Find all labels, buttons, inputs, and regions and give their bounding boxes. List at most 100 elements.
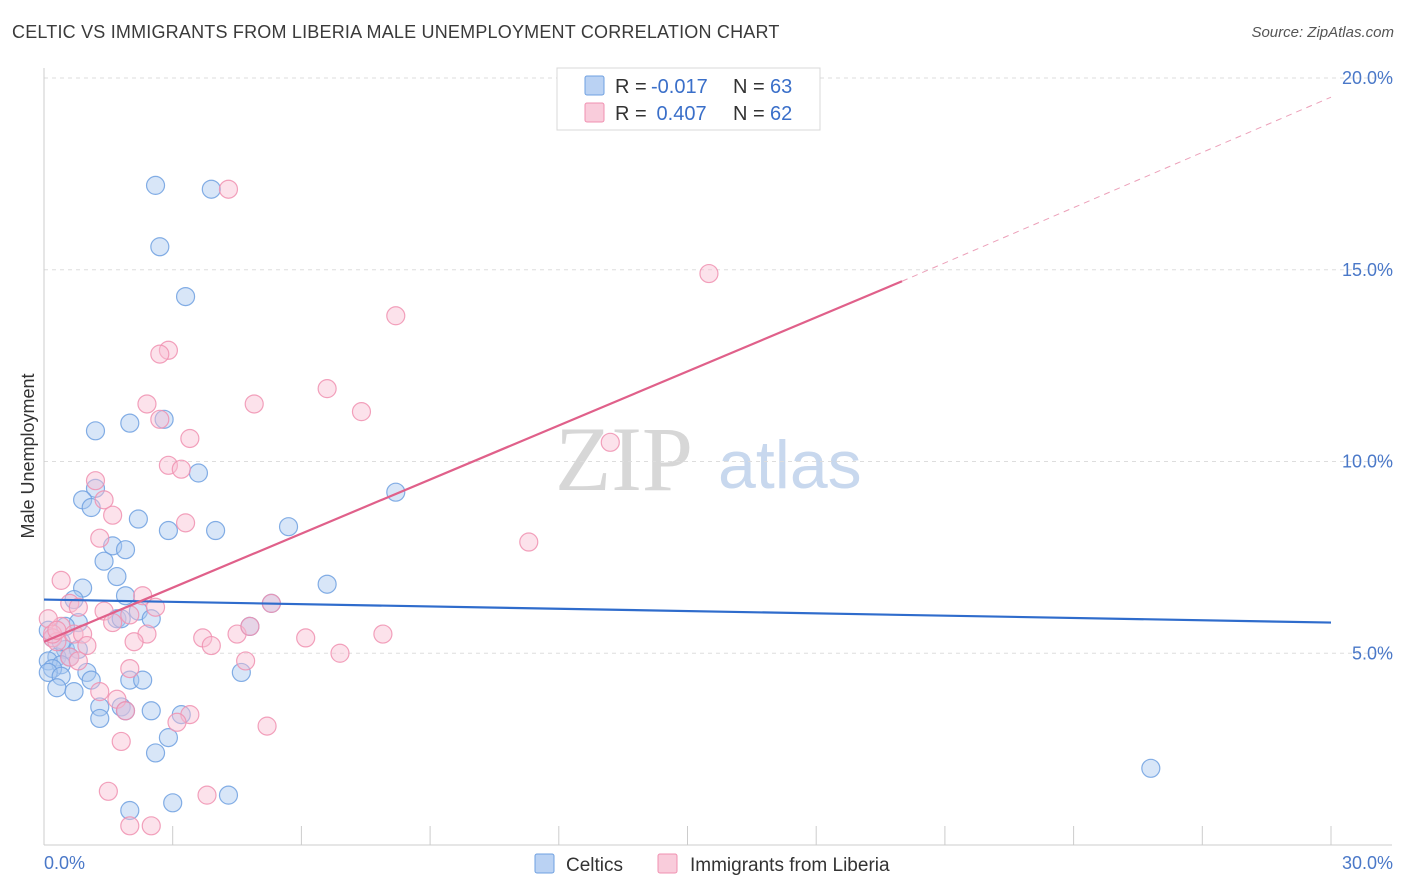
x-ticks (43, 826, 1332, 845)
celtics-point-12 (128, 509, 148, 529)
liberia-point-5 (317, 379, 337, 399)
celtics-point-44 (51, 666, 71, 686)
liberia-trend-line (43, 280, 903, 643)
liberia-point-17 (175, 513, 196, 533)
celtics-point-15 (158, 520, 179, 541)
liberia-point-34 (296, 628, 316, 648)
celtics-point-48 (47, 678, 67, 698)
celtics-point-49 (64, 681, 84, 702)
legend-n-value-celtics: 63 (770, 76, 792, 98)
liberia-point-2 (386, 306, 406, 326)
liberia-point-1 (699, 263, 719, 284)
celtics-point-46 (133, 670, 153, 690)
liberia-point-37 (240, 616, 260, 637)
legend-r-label-celtics: R = (615, 76, 647, 98)
celtics-point-0 (145, 175, 166, 195)
axes (43, 68, 1392, 846)
liberia-point-7 (244, 394, 264, 414)
x-tick-label-max: 30.0% (1342, 853, 1393, 873)
correlation-legend: R = -0.017 N = 63 R = 0.407 N = 62 (556, 67, 821, 131)
liberia-point-41 (124, 632, 144, 652)
legend-r-value-celtics: -0.017 (651, 76, 708, 98)
celtics-point-56 (158, 728, 179, 748)
liberia-point-47 (120, 658, 140, 679)
liberia-point-45 (236, 651, 256, 671)
legend-r-value-liberia: 0.407 (651, 103, 707, 125)
celtics-point-57 (145, 743, 166, 763)
liberia-point-50 (115, 701, 136, 721)
celtics-point-5 (120, 413, 140, 433)
celtics-point-19 (107, 566, 127, 587)
liberia-point-55 (98, 781, 118, 801)
celtics-point-43 (231, 662, 251, 683)
liberia-point-19 (519, 532, 539, 552)
liberia-point-56 (197, 785, 217, 805)
legend-swatch-liberia (584, 102, 605, 123)
liberia-point-16 (103, 505, 123, 525)
liberia-point-6 (137, 394, 157, 414)
celtics-point-59 (218, 785, 239, 805)
liberia-point-10 (600, 432, 620, 452)
celtics-point-27 (141, 609, 161, 629)
celtics-point-17 (115, 540, 136, 560)
y-tick-labels: 5.0% 10.0% 15.0% 20.0% (1342, 68, 1393, 663)
liberia-point-8 (351, 402, 372, 422)
liberia-point-15 (94, 490, 114, 510)
x-tick-label-min: 0.0% (44, 853, 85, 873)
celtics-trend-line (43, 598, 1332, 624)
liberia-point-52 (167, 712, 187, 732)
celtics-point-6 (85, 421, 106, 441)
liberia-point-4 (150, 344, 170, 364)
series-legend: Celtics Immigrants from Liberia (534, 853, 890, 876)
y-tick-label-2: 15.0% (1342, 260, 1393, 280)
chart-source: Source: ZipAtlas.com (1251, 24, 1394, 41)
liberia-point-23 (68, 597, 88, 617)
legend-n-label-celtics: N = (733, 76, 765, 98)
liberia-point-53 (257, 716, 277, 736)
celtics-point-41 (38, 662, 58, 683)
liberia-point-0 (218, 179, 239, 199)
liberia-point-48 (90, 681, 110, 702)
bottom-legend-swatch-liberia (657, 853, 678, 874)
liberia-point-54 (111, 731, 131, 752)
liberia-point-44 (68, 651, 88, 671)
y-tick-label-1: 10.0% (1342, 452, 1393, 472)
y-tick-label-3: 20.0% (1342, 68, 1393, 88)
celtics-point-55 (90, 708, 110, 729)
liberia-points (38, 179, 719, 836)
legend-r-label-liberia: R = (615, 103, 647, 125)
celtics-point-50 (90, 697, 110, 717)
liberia-point-12 (158, 455, 179, 475)
celtics-point-2 (150, 237, 170, 257)
bottom-legend-swatch-celtics (534, 853, 555, 874)
liberia-point-20 (51, 570, 71, 590)
celtics-point-3 (175, 286, 196, 307)
celtics-point-58 (1141, 758, 1161, 778)
liberia-point-11 (180, 428, 200, 449)
celtics-point-7 (188, 463, 209, 483)
liberia-point-35 (373, 624, 393, 644)
legend-n-label-liberia: N = (733, 103, 765, 125)
celtics-point-61 (120, 800, 140, 821)
celtics-point-18 (94, 551, 114, 571)
celtics-point-4 (154, 409, 174, 429)
legend-n-value-liberia: 62 (770, 103, 792, 125)
celtics-point-1 (201, 179, 221, 199)
legend-swatch-celtics (584, 75, 605, 96)
liberia-point-13 (171, 459, 191, 479)
liberia-point-40 (77, 635, 97, 656)
y-tick-label-0: 5.0% (1352, 643, 1393, 663)
liberia-point-14 (85, 471, 106, 491)
celtics-point-14 (206, 520, 226, 541)
chart-title: CELTIC VS IMMIGRANTS FROM LIBERIA MALE U… (12, 22, 780, 42)
celtics-point-60 (163, 793, 183, 813)
watermark-atlas: atlas (718, 427, 862, 503)
bottom-legend-label-celtics: Celtics (566, 855, 623, 876)
celtics-point-20 (317, 574, 337, 594)
liberia-point-46 (330, 643, 350, 663)
celtics-point-52 (141, 701, 161, 721)
liberia-trend-extension (901, 96, 1332, 282)
liberia-point-58 (141, 816, 161, 836)
watermark-zip: ZIP (555, 408, 693, 510)
